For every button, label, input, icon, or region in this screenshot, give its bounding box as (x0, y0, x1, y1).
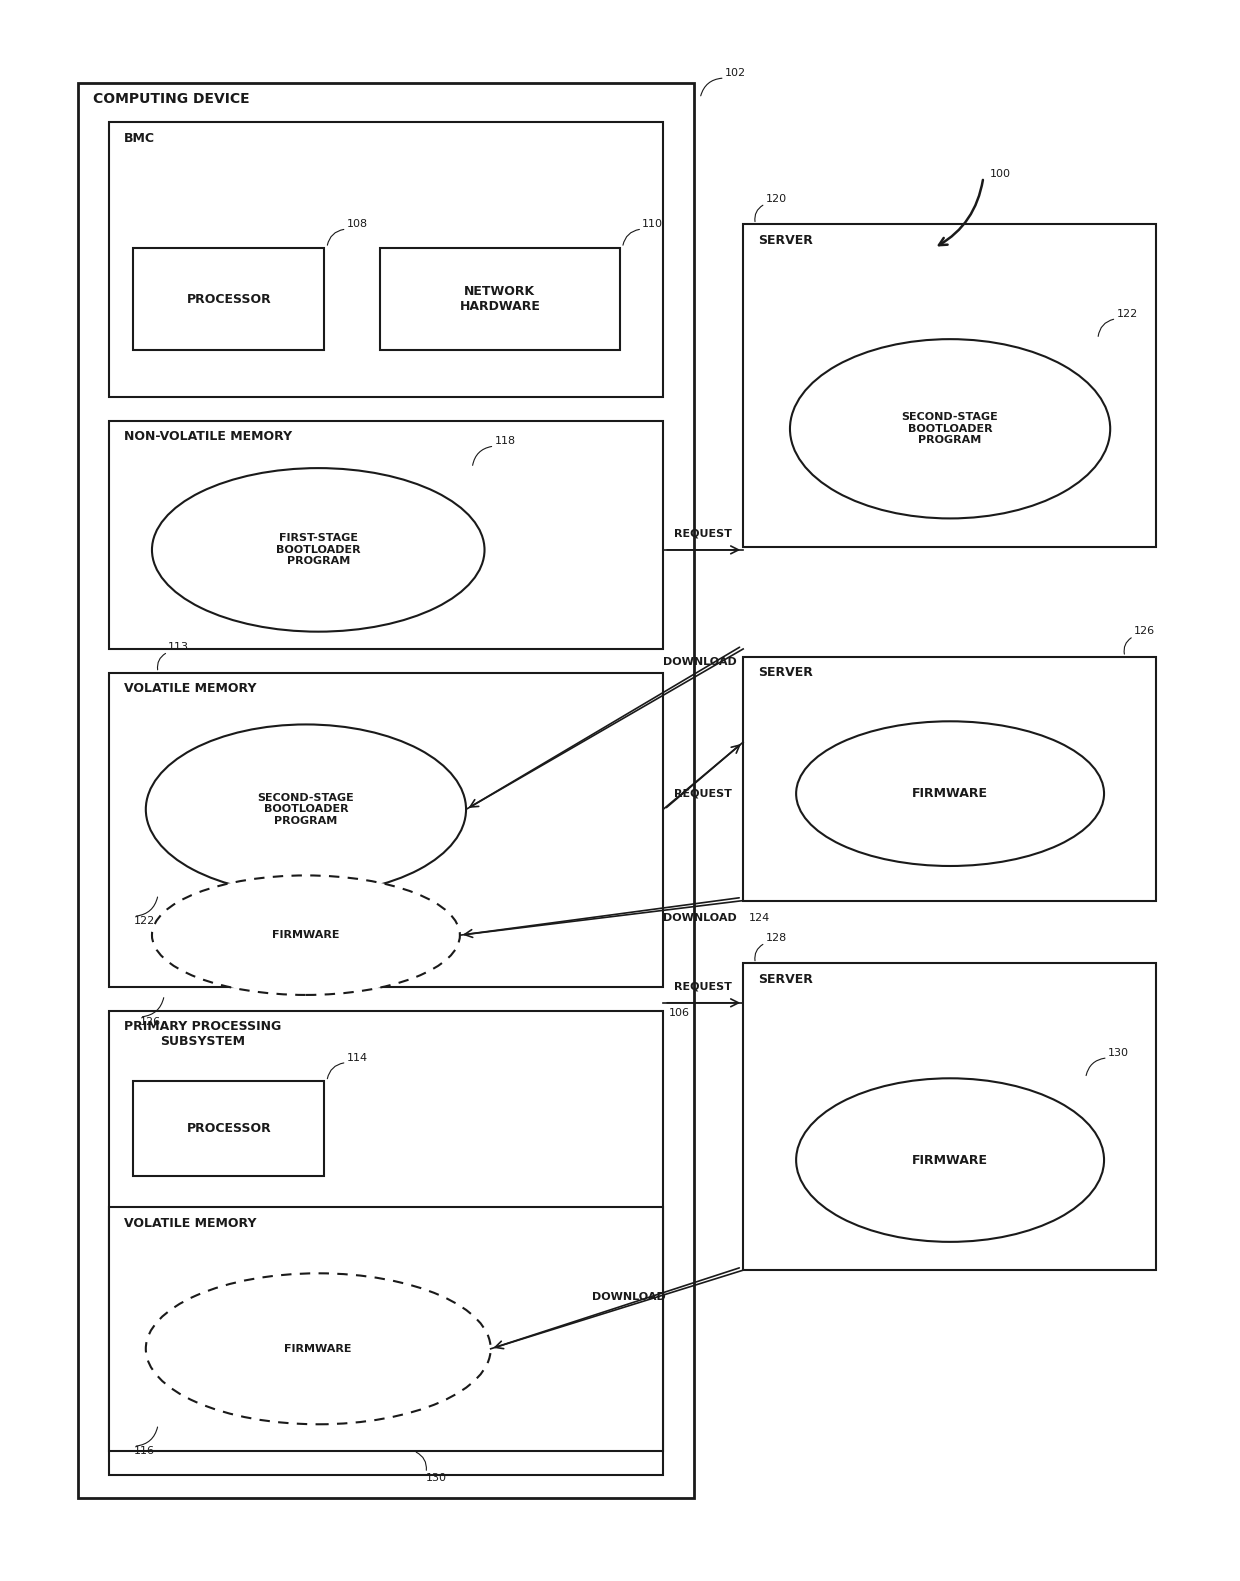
Text: 122: 122 (134, 917, 155, 926)
Text: 118: 118 (495, 436, 516, 446)
Text: FIRST-STAGE
BOOTLOADER
PROGRAM: FIRST-STAGE BOOTLOADER PROGRAM (277, 533, 361, 566)
Text: SERVER: SERVER (758, 666, 813, 680)
Text: DOWNLOAD: DOWNLOAD (663, 912, 737, 923)
Text: SERVER: SERVER (758, 234, 813, 247)
Ellipse shape (146, 724, 466, 895)
Ellipse shape (146, 1273, 491, 1424)
FancyBboxPatch shape (109, 1208, 663, 1451)
Text: REQUEST: REQUEST (675, 530, 732, 539)
Text: REQUEST: REQUEST (675, 982, 732, 991)
Text: VOLATILE MEMORY: VOLATILE MEMORY (124, 1217, 257, 1230)
Text: VOLATILE MEMORY: VOLATILE MEMORY (124, 681, 257, 696)
Text: 106: 106 (670, 1007, 691, 1018)
Text: DOWNLOAD: DOWNLOAD (593, 1292, 666, 1301)
FancyBboxPatch shape (743, 225, 1156, 547)
FancyBboxPatch shape (109, 672, 663, 987)
Text: DOWNLOAD: DOWNLOAD (663, 656, 737, 667)
FancyBboxPatch shape (743, 963, 1156, 1270)
Text: SECOND-STAGE
BOOTLOADER
PROGRAM: SECOND-STAGE BOOTLOADER PROGRAM (258, 792, 355, 825)
FancyBboxPatch shape (109, 122, 663, 397)
Text: 122: 122 (1116, 308, 1137, 319)
Text: 116: 116 (134, 1447, 155, 1456)
Text: FIRMWARE: FIRMWARE (913, 787, 988, 800)
FancyBboxPatch shape (78, 82, 694, 1499)
Text: 126: 126 (140, 1017, 161, 1028)
Text: PROCESSOR: PROCESSOR (186, 1123, 272, 1135)
Text: FIRMWARE: FIRMWARE (913, 1154, 988, 1167)
FancyBboxPatch shape (109, 1010, 663, 1475)
Text: SECOND-STAGE
BOOTLOADER
PROGRAM: SECOND-STAGE BOOTLOADER PROGRAM (901, 413, 998, 446)
Text: REQUEST: REQUEST (675, 789, 732, 798)
FancyBboxPatch shape (109, 421, 663, 648)
Text: PROCESSOR: PROCESSOR (186, 292, 272, 305)
Text: SERVER: SERVER (758, 972, 813, 987)
Text: 102: 102 (724, 68, 745, 77)
Text: COMPUTING DEVICE: COMPUTING DEVICE (93, 92, 249, 106)
Text: 126: 126 (1133, 626, 1154, 637)
Text: 124: 124 (749, 914, 770, 923)
Text: PRIMARY PROCESSING
SUBSYSTEM: PRIMARY PROCESSING SUBSYSTEM (124, 1020, 281, 1048)
Ellipse shape (153, 876, 460, 994)
FancyBboxPatch shape (379, 248, 620, 349)
Text: NETWORK
HARDWARE: NETWORK HARDWARE (460, 285, 541, 313)
Text: BMC: BMC (124, 131, 155, 144)
Ellipse shape (153, 468, 485, 632)
Text: 130: 130 (1107, 1048, 1128, 1058)
Text: 130: 130 (427, 1473, 446, 1483)
Text: 110: 110 (642, 220, 663, 229)
Ellipse shape (796, 721, 1104, 866)
FancyBboxPatch shape (134, 248, 325, 349)
Text: 120: 120 (765, 194, 786, 204)
Ellipse shape (790, 340, 1110, 519)
Text: FIRMWARE: FIRMWARE (284, 1344, 352, 1353)
Ellipse shape (796, 1078, 1104, 1241)
FancyBboxPatch shape (134, 1081, 325, 1176)
Text: 108: 108 (346, 220, 368, 229)
Text: NON-VOLATILE MEMORY: NON-VOLATILE MEMORY (124, 430, 291, 443)
Text: 113: 113 (167, 642, 188, 651)
Text: 100: 100 (990, 169, 1011, 179)
FancyBboxPatch shape (743, 656, 1156, 901)
Text: 114: 114 (346, 1053, 368, 1062)
Text: 128: 128 (765, 933, 786, 942)
Text: FIRMWARE: FIRMWARE (272, 930, 340, 941)
